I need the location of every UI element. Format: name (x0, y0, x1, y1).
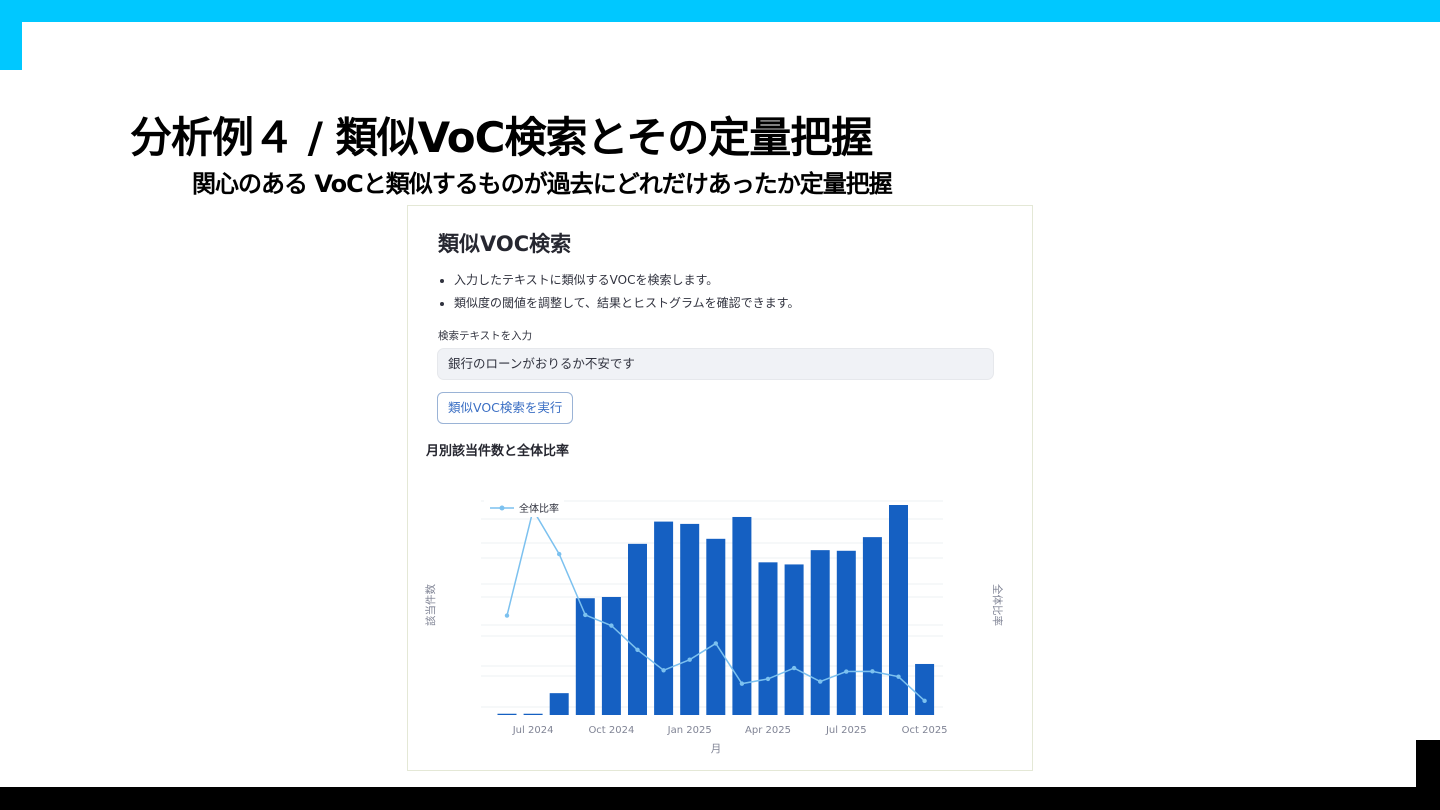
bar-2024-10 (601, 596, 621, 715)
x-tick-label: Oct 2024 (588, 725, 634, 736)
bar-2024-11 (628, 543, 647, 715)
bar-2025-06 (810, 550, 830, 715)
bottom-right-accent (1416, 740, 1440, 810)
bar-2025-09 (889, 505, 908, 715)
ratio-point-2024-08 (557, 551, 562, 557)
slide-title: 分析例４ / 類似VoC検索とその定量把握 (130, 113, 873, 162)
bar-2025-01 (680, 523, 700, 715)
page-title: 類似VOC検索 (438, 232, 572, 256)
bar-2025-10 (915, 663, 935, 715)
ratio-point-2024-09 (583, 612, 588, 618)
run-search-button[interactable]: 類似VOC検索を実行 (437, 392, 574, 424)
x-tick-label: Jul 2024 (512, 725, 554, 736)
x-tick-label: Apr 2025 (745, 725, 791, 736)
ratio-point-2025-09 (896, 674, 901, 679)
legend-label: 全体比率 (519, 502, 559, 515)
ratio-point-2025-05 (791, 665, 797, 671)
x-tick-label: Oct 2025 (902, 725, 948, 736)
bar-2025-05 (784, 564, 804, 715)
bar-2025-02 (706, 538, 726, 715)
x-axis-title: 月 (711, 743, 722, 755)
chart-heading: 月別該当件数と全体比率 (426, 444, 570, 459)
list-item: 類似度の閾値を調整して、結果とヒストグラムを確認できます。 (454, 293, 799, 316)
bar-2024-08 (549, 693, 569, 715)
ratio-point-2024-06 (504, 613, 510, 618)
y-axis-title: 該当件数 (424, 584, 437, 626)
top-accent-bar (0, 0, 1440, 22)
bottom-accent-bar (0, 787, 1440, 810)
slide-subtitle: 関心のある VoCと類似するものが過去にどれだけあったか定量把握 (192, 170, 893, 198)
ratio-point-2025-04 (765, 676, 771, 682)
search-input[interactable]: 銀行のローンがおりるか不安です (437, 348, 994, 380)
ratio-point-2025-10 (922, 698, 927, 704)
bar-2025-04 (758, 562, 778, 715)
chart-legend: 全体比率 (484, 499, 564, 517)
bar-2024-07 (523, 713, 543, 715)
ratio-point-2024-11 (635, 647, 640, 653)
ratio-point-2025-06 (818, 679, 823, 684)
y2-axis-title: 全体比率 (991, 584, 1004, 626)
ratio-point-2024-10 (609, 623, 614, 628)
bar-2025-03 (732, 516, 752, 715)
ratio-point-2024-12 (661, 668, 666, 673)
top-left-accent (0, 0, 22, 70)
x-tick-label: Jul 2025 (825, 725, 867, 736)
description-list: 入力したテキストに類似するVOCを検索します。 類似度の閾値を調整して、結果とヒ… (438, 270, 799, 316)
bar-2024-12 (654, 521, 674, 715)
bar-2024-06 (497, 713, 517, 715)
ratio-point-2025-03 (739, 681, 745, 686)
bar-2025-08 (862, 537, 882, 715)
bar-2024-09 (575, 598, 595, 715)
search-input-label: 検索テキストを入力 (438, 330, 533, 342)
list-item: 入力したテキストに類似するVOCを検索します。 (454, 270, 799, 293)
bar-2025-07 (836, 550, 856, 715)
ratio-point-2025-07 (844, 669, 849, 674)
x-tick-label: Jan 2025 (667, 725, 712, 736)
ratio-point-2025-08 (870, 669, 875, 674)
ratio-point-2025-02 (713, 641, 718, 646)
ratio-point-2025-01 (687, 657, 692, 662)
